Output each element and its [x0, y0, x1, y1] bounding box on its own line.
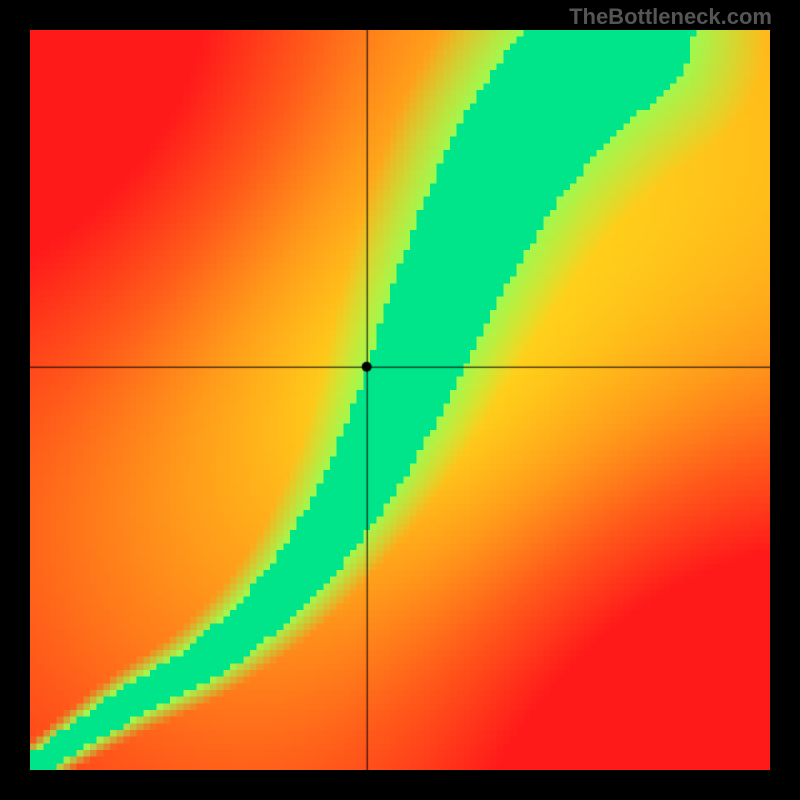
crosshair-overlay [30, 30, 770, 770]
attribution-text: TheBottleneck.com [569, 4, 772, 30]
